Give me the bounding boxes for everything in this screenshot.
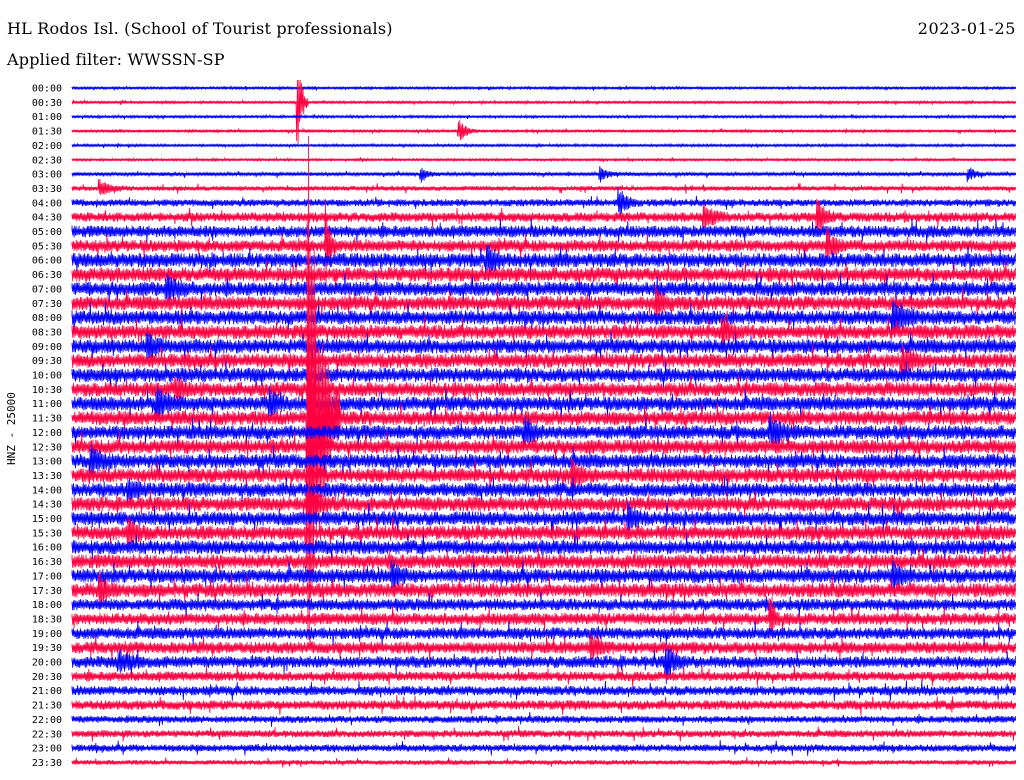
row-time-label: 06:00 [32, 256, 62, 267]
row-time-label: 18:00 [32, 600, 62, 611]
row-time-label: 09:00 [32, 342, 62, 353]
row-time-label: 21:30 [32, 701, 62, 712]
row-time-label: 14:00 [32, 485, 62, 496]
trace-row [71, 360, 1016, 390]
row-time-label: 00:30 [32, 98, 62, 109]
trace-row [71, 532, 1016, 563]
trace-row [71, 244, 1016, 280]
station-title: HL Rodos Isl. (School of Tourist profess… [7, 19, 393, 38]
row-time-label: 17:30 [32, 586, 62, 597]
row-time-label: 19:30 [32, 643, 62, 654]
row-time-label: 17:00 [32, 571, 62, 582]
row-time-label: 21:00 [32, 686, 62, 697]
row-time-label: 08:00 [32, 313, 62, 324]
filter-label: Applied filter: WWSSN-SP [7, 50, 225, 69]
trace-row [71, 179, 1016, 196]
row-time-label: 23:00 [32, 744, 62, 755]
trace-row [71, 218, 1016, 245]
row-time-label: 22:00 [32, 715, 62, 726]
row-time-label: 23:30 [32, 758, 62, 769]
row-time-label: 16:30 [32, 557, 62, 568]
row-time-label: 03:00 [32, 170, 62, 181]
row-time-label: 11:00 [32, 399, 62, 410]
row-time-label: 12:30 [32, 442, 62, 453]
trace-row [71, 300, 1016, 337]
row-time-label: 06:30 [32, 270, 62, 281]
date-label: 2023-01-25 [917, 19, 1016, 38]
trace-row [71, 545, 1016, 578]
row-time-label: 20:00 [32, 658, 62, 669]
trace-row [71, 500, 1016, 535]
row-time-label: 10:30 [32, 385, 62, 396]
row-time-label: 07:30 [32, 299, 62, 310]
row-time-label: 14:30 [32, 500, 62, 511]
trace-row [71, 631, 1016, 662]
row-time-label: 01:00 [32, 112, 62, 123]
trace-row [71, 648, 1016, 685]
trace-row [71, 344, 1016, 377]
trace-row [71, 517, 1016, 549]
row-time-label: 16:00 [32, 543, 62, 554]
row-time-label: 05:00 [32, 227, 62, 238]
row-time-label: 09:30 [32, 356, 62, 367]
row-time-label: 04:30 [32, 213, 62, 224]
row-time-label: 22:30 [32, 729, 62, 740]
row-label-group: 00:00 00:30 01:00 01:30 02:00 02:30 03:00 03:30… [32, 84, 62, 769]
row-time-label: 04:00 [32, 198, 62, 209]
row-time-label: 13:00 [32, 457, 62, 468]
row-time-label: 08:30 [32, 327, 62, 338]
trace-row [71, 273, 1016, 305]
row-time-label: 07:00 [32, 284, 62, 295]
trace-group [71, 79, 1016, 768]
trace-row [71, 411, 1016, 451]
trace-row [71, 260, 1016, 290]
trace-row [71, 79, 1016, 145]
trace-row [71, 200, 1016, 285]
row-time-label: 15:00 [32, 514, 62, 525]
row-time-label: 05:30 [32, 241, 62, 252]
row-time-label: 15:30 [32, 528, 62, 539]
row-time-label: 20:30 [32, 672, 62, 683]
row-time-label: 11:30 [32, 414, 62, 425]
trace-row [71, 456, 1016, 493]
trace-row [71, 374, 1016, 407]
row-time-label: 01:30 [32, 127, 62, 138]
row-time-label: 00:00 [32, 84, 62, 95]
row-time-label: 18:30 [32, 614, 62, 625]
row-time-label: 12:00 [32, 428, 62, 439]
row-time-label: 19:00 [32, 629, 62, 640]
row-time-label: 13:30 [32, 471, 62, 482]
row-time-label: 02:30 [32, 155, 62, 166]
channel-label: HNZ - 25000 [5, 392, 18, 465]
row-time-label: 10:00 [32, 371, 62, 382]
row-time-label: 03:30 [32, 184, 62, 195]
trace-row [71, 385, 1016, 425]
row-time-label: 02:00 [32, 141, 62, 152]
